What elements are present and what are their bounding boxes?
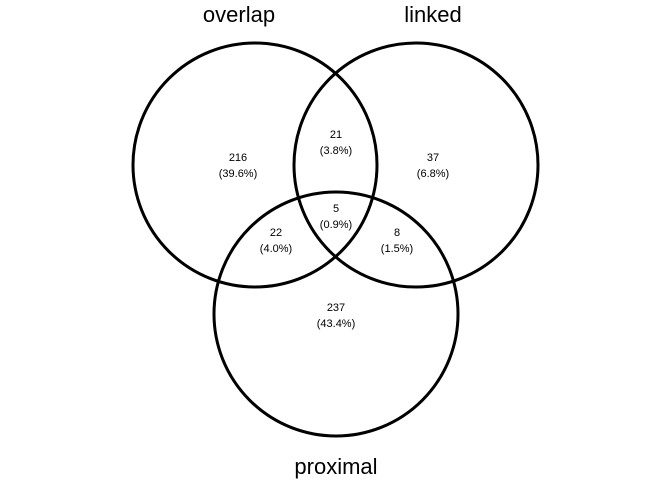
proximal-only-count: 237 — [327, 302, 345, 314]
all-three-percent: (0.9%) — [320, 219, 352, 231]
linked-proximal-count: 8 — [394, 227, 400, 239]
overlap-set-label: overlap — [203, 2, 275, 27]
linked-proximal-percent: (1.5%) — [381, 243, 413, 255]
overlap-proximal-count: 22 — [270, 227, 282, 239]
overlap-proximal-percent: (4.0%) — [260, 243, 292, 255]
overlap-only-count: 216 — [229, 152, 247, 164]
overlap-linked-percent: (3.8%) — [320, 145, 352, 157]
all-three-count: 5 — [333, 203, 339, 215]
proximal-only-percent: (43.4%) — [317, 318, 356, 330]
proximal-set-label: proximal — [294, 454, 377, 479]
linked-circle — [292, 41, 540, 289]
overlap-linked-count: 21 — [330, 129, 342, 141]
overlap-only-percent: (39.6%) — [219, 168, 258, 180]
proximal-circle — [212, 190, 460, 438]
linked-only-count: 37 — [427, 152, 439, 164]
linked-set-label: linked — [404, 2, 461, 27]
linked-only-percent: (6.8%) — [417, 168, 449, 180]
overlap-circle — [131, 41, 379, 289]
